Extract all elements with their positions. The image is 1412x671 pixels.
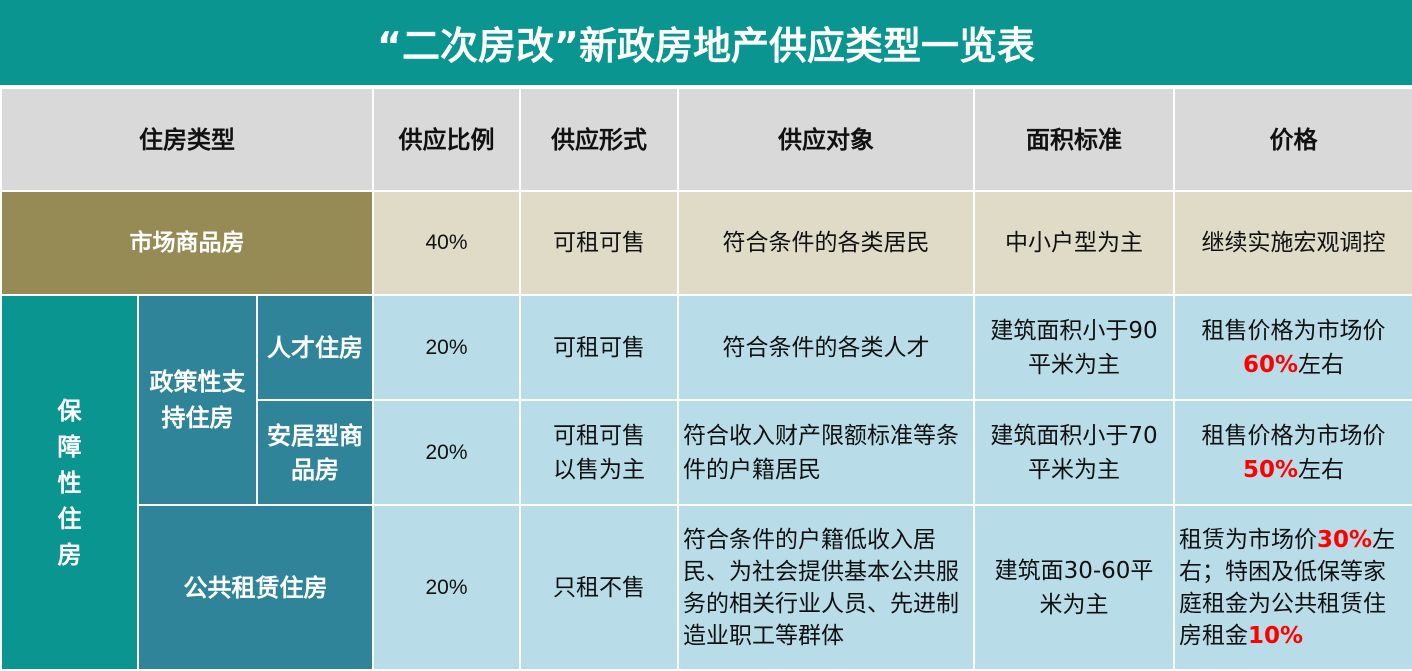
table-row: 市场商品房 40% 可租可售 符合条件的各类居民 中小户型为主 继续实施宏观调控 — [0, 190, 1412, 296]
table-row: 安居型商品房 20% 可租可售以售为主 符合收入财产限额标准等条件的户籍居民 建… — [1, 399, 1412, 506]
ratio-cell: 20% — [372, 399, 522, 506]
price-cell: 继续实施宏观调控 — [1173, 190, 1412, 296]
area-cell: 建筑面积小于70平米为主 — [973, 399, 1176, 506]
form-cell: 可租可售 — [519, 294, 680, 401]
form-cell: 只租不售 — [519, 504, 680, 671]
table-row: 保障性住房 政策性支持住房 人才住房 20% 可租可售 符合条件的各类人才 建筑… — [0, 294, 1412, 671]
header-row: 住房类型 供应比例 供应形式 供应对象 面积标准 价格 — [0, 87, 1412, 192]
area-cell: 建筑面积小于90平米为主 — [973, 294, 1176, 401]
price-cell: 租赁为市场价30%左右；特困及低保等家庭租金为公共租赁住房租金10% — [1173, 504, 1412, 671]
target-cell: 符合条件的户籍低收入居民、为社会提供基本公共服务的相关行业人员、先进制造业职工等… — [677, 504, 976, 671]
price-cell: 租售价格为市场价 60%左右 — [1173, 294, 1412, 401]
form-cell: 可租可售 — [519, 190, 680, 296]
ratio-cell: 40% — [372, 190, 522, 296]
table-row: 公共租赁住房 20% 只租不售 符合条件的户籍低收入居民、为社会提供基本公共服务… — [1, 504, 1412, 671]
form-cell: 可租可售以售为主 — [519, 399, 680, 506]
header-area: 面积标准 — [973, 87, 1176, 192]
header-type: 住房类型 — [0, 87, 375, 192]
guarantee-label: 保障性住房 — [0, 294, 139, 671]
header-price: 价格 — [1173, 87, 1412, 192]
type-cell: 安居型商品房 — [255, 399, 375, 506]
area-cell: 中小户型为主 — [973, 190, 1176, 296]
target-cell: 符合收入财产限额标准等条件的户籍居民 — [677, 399, 976, 506]
type-cell: 人才住房 — [255, 294, 375, 401]
header-ratio: 供应比例 — [372, 87, 522, 192]
type-cell: 市场商品房 — [0, 190, 375, 296]
type-cell: 公共租赁住房 — [136, 504, 375, 671]
area-cell: 建筑面30-60平米为主 — [973, 504, 1176, 671]
header-target: 供应对象 — [677, 87, 976, 192]
housing-table: 住房类型 供应比例 供应形式 供应对象 面积标准 价格 市场商品房 40% 可租… — [0, 87, 1412, 671]
ratio-cell: 20% — [372, 504, 522, 671]
target-cell: 符合条件的各类居民 — [677, 190, 976, 296]
ratio-cell: 20% — [372, 294, 522, 401]
target-cell: 符合条件的各类人才 — [677, 294, 976, 401]
policy-label: 政策性支持住房 — [137, 294, 258, 506]
price-cell: 租售价格为市场价 50%左右 — [1173, 399, 1412, 506]
header-form: 供应形式 — [519, 87, 680, 192]
page-title: “二次房改”新政房地产供应类型一览表 — [0, 0, 1412, 87]
